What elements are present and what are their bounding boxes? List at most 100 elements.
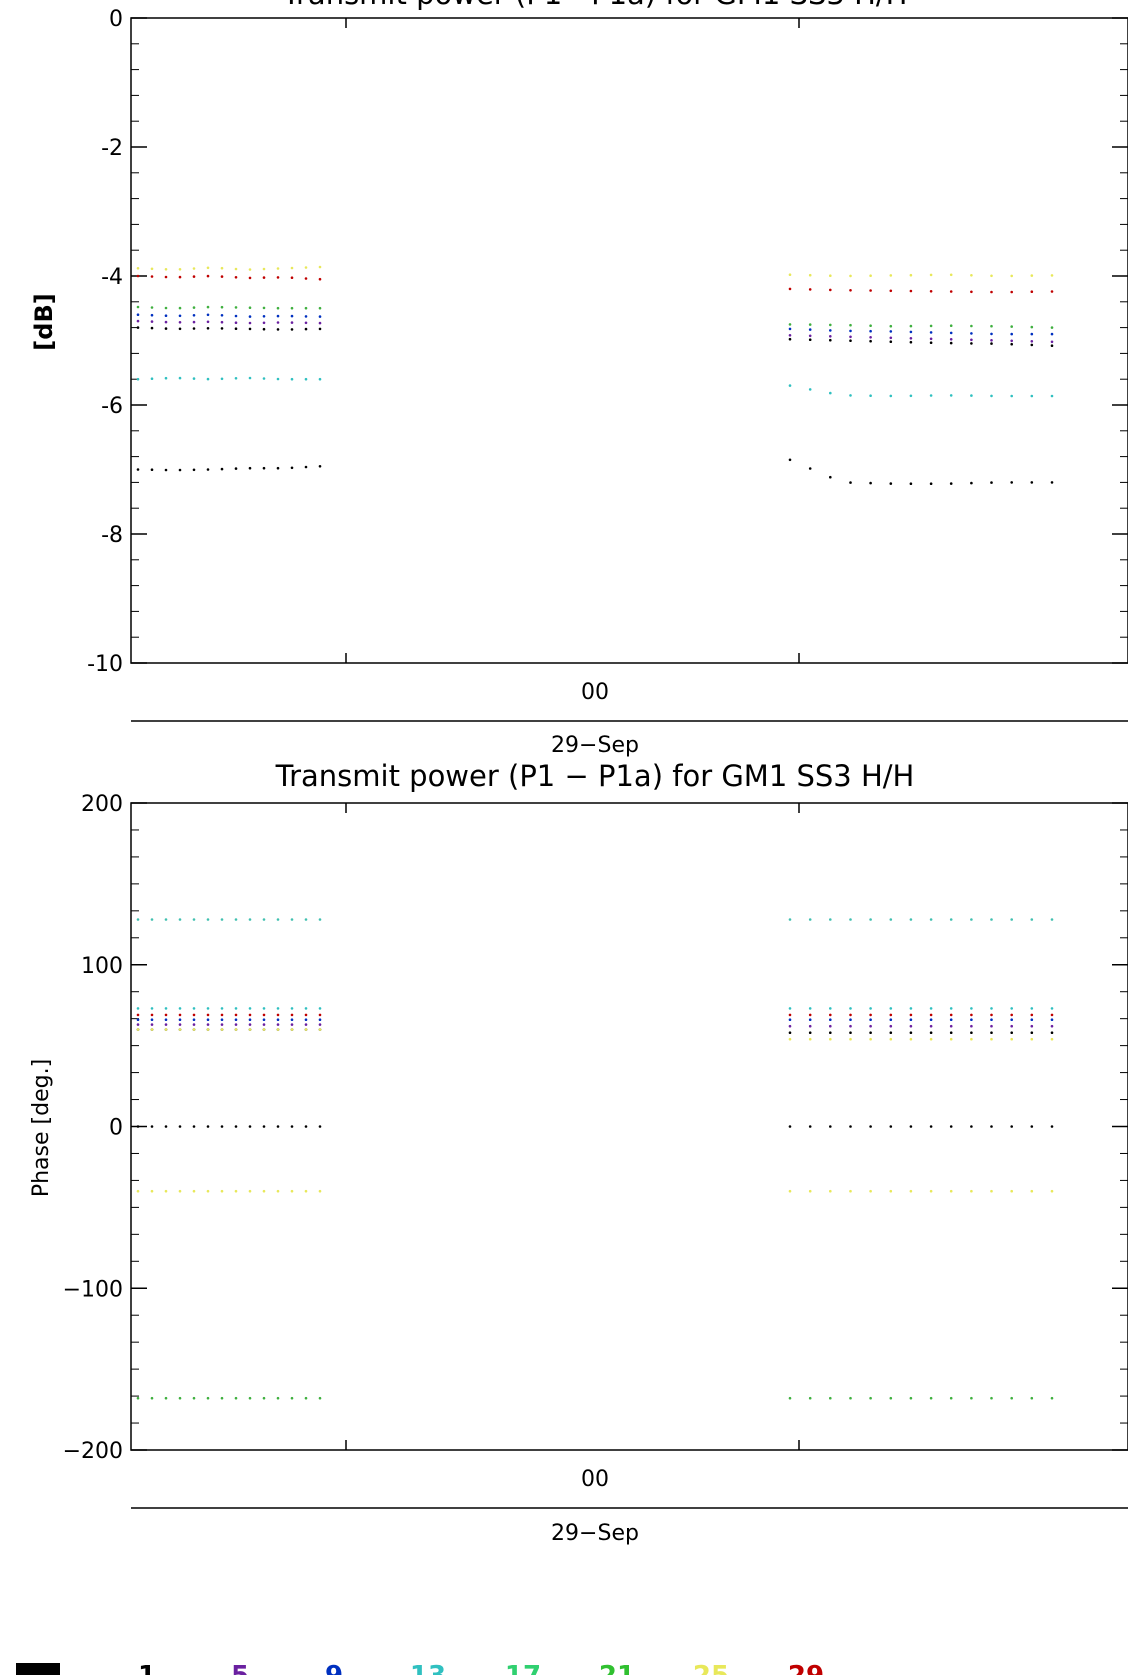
data-point [150,320,154,323]
data-point [164,268,168,271]
y-tick-label: 0 [109,1116,123,1141]
data-point [164,327,168,330]
data-point [206,1028,210,1031]
data-point [248,268,252,271]
top-x-tick-label: 00 [581,680,609,705]
data-point [220,1013,224,1017]
data-point [192,1023,196,1026]
data-point [276,1023,280,1026]
data-point [829,475,832,479]
data-point [192,377,196,380]
data-point [262,1125,266,1128]
data-point [304,1028,308,1031]
data-point [788,1013,792,1017]
data-point [909,337,913,340]
data-point [970,342,973,345]
data-point [318,327,322,331]
data-point [304,377,308,381]
data-point [990,1007,993,1010]
data-point [220,327,224,330]
data-point [234,377,238,380]
data-point [788,458,792,462]
data-point [990,290,993,294]
data-point [1050,1007,1054,1010]
data-point [970,324,973,328]
data-point [248,1028,252,1031]
data-point [220,275,224,278]
data-point [909,330,913,334]
data-point [909,918,913,921]
y-tick-label: -8 [101,523,123,548]
data-point [869,481,872,485]
top-chart-title: Transmit power (P1 - P1a) for GM1 SS3 H/… [282,0,908,11]
legend-label: 5 [231,1661,249,1675]
data-point [304,1189,308,1193]
data-point [276,918,280,921]
data-point [192,267,196,270]
data-point [304,277,308,280]
data-point [1010,290,1013,294]
data-point [909,1007,913,1010]
data-point [150,1013,154,1017]
data-point [150,468,154,472]
data-point [206,918,210,921]
data-point [178,1013,182,1017]
data-point [234,321,238,325]
data-point [909,1018,913,1021]
data-point [1050,274,1054,277]
data-point [1010,274,1013,278]
data-point [889,1037,893,1041]
data-point [136,326,140,329]
data-point [808,334,812,338]
data-point [290,1018,294,1021]
legend-label: 1 [138,1661,156,1675]
data-point [234,1007,238,1010]
data-point [949,394,953,397]
data-point [970,1013,973,1017]
data-point [290,276,294,280]
data-point [1030,1007,1034,1010]
data-point [178,275,182,279]
data-point [788,1024,792,1028]
data-point [788,1125,792,1128]
data-point [970,1125,973,1128]
bottom-y-tick-labels: 200 100 0 −100 −200 [63,792,123,1464]
data-point [304,465,308,469]
data-point [869,394,872,398]
data-point [889,274,893,277]
data-point [808,323,812,326]
data-point [192,1125,196,1128]
data-point [206,266,210,270]
data-point [889,340,893,344]
y-tick-label: -2 [101,136,123,161]
data-point [970,332,973,335]
data-point [990,1125,993,1128]
data-point [248,1023,252,1026]
data-point [1050,332,1054,336]
data-point [949,324,953,328]
data-point [220,1396,224,1400]
legend-items: 1 5 9 13 17 21 25 29 [138,1661,824,1675]
data-point [178,327,182,331]
data-point [970,1396,973,1400]
data-point [262,306,266,310]
data-point [178,918,182,921]
top-y-tick-labels: 0 -2 -4 -6 -8 -10 [87,7,123,677]
data-point [290,1013,294,1017]
data-point [150,1189,154,1193]
data-point [276,267,280,270]
data-point [150,313,154,317]
data-point [1010,339,1013,343]
data-point [178,1007,182,1010]
data-point [909,394,913,398]
data-point [276,314,280,318]
data-point [192,1396,196,1400]
y-tick-label: -6 [101,394,123,419]
data-point [949,331,953,335]
data-point [889,324,893,328]
data-point [929,324,933,328]
data-point [248,306,252,310]
data-point [970,274,973,277]
data-point [276,377,280,381]
data-point [150,918,154,921]
